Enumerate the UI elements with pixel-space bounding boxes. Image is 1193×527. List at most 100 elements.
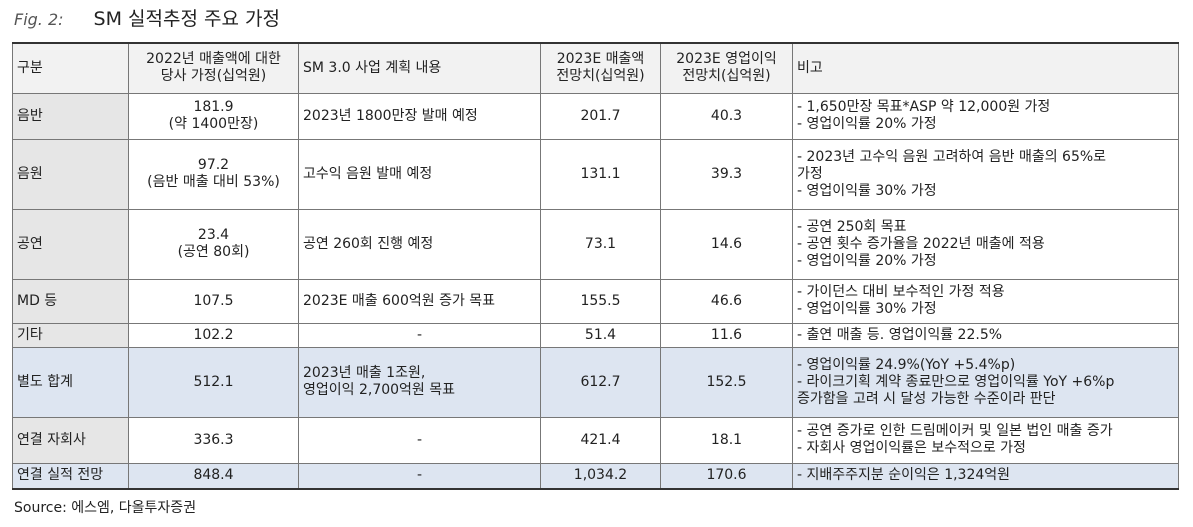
table-cell: - 1,650만장 목표*ASP 약 12,000원 가정 - 영업이익률 20%…: [792, 92, 1179, 140]
cell-line: 512.1: [193, 373, 234, 390]
table-cell: 181.9 (약 1400만장): [128, 92, 299, 140]
table-cell: 170.6: [660, 462, 793, 490]
cell-line: 별도 합계: [17, 373, 73, 390]
cell-line: 2022년 매출액에 대한: [146, 51, 281, 68]
cell-line: 155.5: [580, 292, 621, 309]
cell-line: 39.3: [710, 165, 743, 182]
cell-line: 23.4: [197, 227, 230, 243]
cell-line: 14.6: [710, 235, 743, 252]
table-row: 공연 23.4 (공연 80회) 공연 260회 진행 예정 73.1 14.6- 공연 …: [12, 208, 1179, 280]
cell-line: - 영업이익률 30% 가정: [797, 182, 937, 199]
table-cell: -: [298, 416, 541, 464]
table-cell: 1,034.2: [540, 462, 661, 490]
table-cell: - 2023년 고수익 음원 고려하여 음반 매출의 65%로 가정 - 영업이익률…: [792, 138, 1179, 210]
table-cell: 연결 자회사: [12, 416, 129, 464]
table-cell: MD 등: [12, 278, 129, 324]
cell-line: 612.7: [580, 373, 621, 390]
table-cell: 46.6: [660, 278, 793, 324]
cell-line: - 자회사 영업이익률은 보수적으로 가정: [797, 440, 1026, 456]
cell-line: - 2023년 고수익 음원 고려하여 음반 매출의 65%로: [797, 148, 1107, 165]
cell-line: 가정: [797, 165, 823, 182]
table-cell: 51.4: [540, 322, 661, 348]
header-cell: 2022년 매출액에 대한 당사 가정(십억원): [128, 42, 299, 94]
cell-line: -: [416, 467, 423, 484]
table-cell: 음원: [12, 138, 129, 210]
cell-line: 음반: [17, 107, 43, 124]
table-cell: 고수익 음원 발매 예정: [298, 138, 541, 210]
figure-title: Fig. 2: SM 실적추정 주요 가정: [14, 4, 280, 31]
cell-line: - 라이크기획 계약 종료만으로 영업이익률 YoY +6%p: [797, 373, 1115, 390]
cell-line: 전망치(십억원): [556, 68, 645, 85]
table-cell: 97.2 (음반 매출 대비 53%): [128, 138, 299, 210]
cell-line: (약 1400만장): [168, 116, 259, 132]
header-cell: SM 3.0 사업 계획 내용: [298, 42, 541, 94]
table-cell: 152.5: [660, 346, 793, 418]
cell-line: -: [416, 431, 423, 448]
header-cell: 비고: [792, 42, 1179, 94]
title-text: SM 실적추정 주요 가정: [93, 8, 280, 30]
cell-line: 51.4: [584, 326, 617, 343]
cell-line: 107.5: [193, 292, 234, 309]
cell-line: 181.9: [193, 99, 234, 115]
cell-line: 2023E 영업이익: [676, 51, 777, 68]
table-cell: - 가이던스 대비 보수적인 가정 적용 - 영업이익률 30% 가정: [792, 278, 1179, 324]
header-cell: 구분: [12, 42, 129, 94]
table-cell: - 공연 증가로 인한 드림메이커 및 일본 법인 매출 증가 - 자회사 영업이…: [792, 416, 1179, 464]
table-cell: 14.6: [660, 208, 793, 280]
cell-line: 비고: [797, 59, 823, 76]
table-cell: -: [298, 322, 541, 348]
cell-line: 음원: [17, 165, 43, 182]
table-cell: 131.1: [540, 138, 661, 210]
cell-line: - 영업이익률 24.9%(YoY +5.4%p): [797, 356, 1016, 373]
header-cell: 2023E 매출액 전망치(십억원): [540, 42, 661, 94]
cell-line: 848.4: [193, 467, 234, 484]
cell-line: (공연 80회): [177, 244, 250, 260]
table-cell: 612.7: [540, 346, 661, 418]
table-cell: 공연 260회 진행 예정: [298, 208, 541, 280]
table-cell: 기타: [12, 322, 129, 348]
table-cell: 421.4: [540, 416, 661, 464]
cell-line: 73.1: [584, 235, 617, 252]
table-row: 연결 실적 전망 848.4 - 1,034.2 170.6 - 지배주주지분 순이익은 …: [12, 462, 1179, 490]
cell-line: 기타: [17, 326, 43, 343]
cell-line: SM 3.0 사업 계획 내용: [303, 59, 442, 76]
cell-line: - 공연 증가로 인한 드림메이커 및 일본 법인 매출 증가: [797, 423, 1113, 439]
cell-line: 18.1: [710, 431, 743, 448]
table-cell: - 영업이익률 24.9%(YoY +5.4%p) - 라이크기획 계약 종료만으…: [792, 346, 1179, 418]
table-cell: 23.4 (공연 80회): [128, 208, 299, 280]
table-cell: 336.3: [128, 416, 299, 464]
header-row: 구분 2022년 매출액에 대한 당사 가정(십억원) SM 3.0 사업 계획 내용…: [12, 42, 1179, 94]
cell-line: 연결 실적 전망: [17, 467, 104, 484]
table-cell: 2023E 매출 600억원 증가 목표: [298, 278, 541, 324]
table-cell: - 공연 250회 목표 - 공연 횟수 증가율을 2022년 매출에 적용 - 영…: [792, 208, 1179, 280]
cell-line: - 공연 250회 목표: [797, 218, 907, 235]
table-row: 별도 합계 512.1 2023년 매출 1조원, 영업이익 2,700억원 목표 61…: [12, 346, 1179, 418]
cell-line: 131.1: [580, 165, 621, 182]
cell-line: 46.6: [710, 292, 743, 309]
header-cell: 2023E 영업이익 전망치(십억원): [660, 42, 793, 94]
cell-line: 421.4: [580, 431, 621, 448]
table-row: 음반 181.9 (약 1400만장) 2023년 1800만장 발매 예정 201.7…: [12, 92, 1179, 140]
cell-line: 170.6: [706, 467, 747, 484]
table-cell: 155.5: [540, 278, 661, 324]
cell-line: - 영업이익률 20% 가정: [797, 116, 937, 132]
cell-line: 201.7: [580, 107, 621, 124]
cell-line: 영업이익 2,700억원 목표: [303, 382, 456, 398]
table-cell: 연결 실적 전망: [12, 462, 129, 490]
table-cell: 848.4: [128, 462, 299, 490]
table-cell: 40.3: [660, 92, 793, 140]
table-cell: -: [298, 462, 541, 490]
table-cell: 공연: [12, 208, 129, 280]
table-row: 음원 97.2 (음반 매출 대비 53%) 고수익 음원 발매 예정 131.1 39.…: [12, 138, 1179, 210]
cell-line: 공연 260회 진행 예정: [303, 235, 434, 252]
figure-label: Fig. 2:: [14, 10, 64, 29]
cell-line: - 1,650만장 목표*ASP 약 12,000원 가정: [797, 99, 1051, 115]
cell-line: 연결 자회사: [17, 431, 86, 448]
cell-line: (음반 매출 대비 53%): [147, 174, 280, 190]
cell-line: 공연: [17, 235, 43, 252]
table-cell: 107.5: [128, 278, 299, 324]
table-cell: 음반: [12, 92, 129, 140]
cell-line: - 가이던스 대비 보수적인 가정 적용: [797, 284, 1005, 300]
cell-line: - 지배주주지분 순이익은 1,324억원: [797, 467, 1011, 484]
